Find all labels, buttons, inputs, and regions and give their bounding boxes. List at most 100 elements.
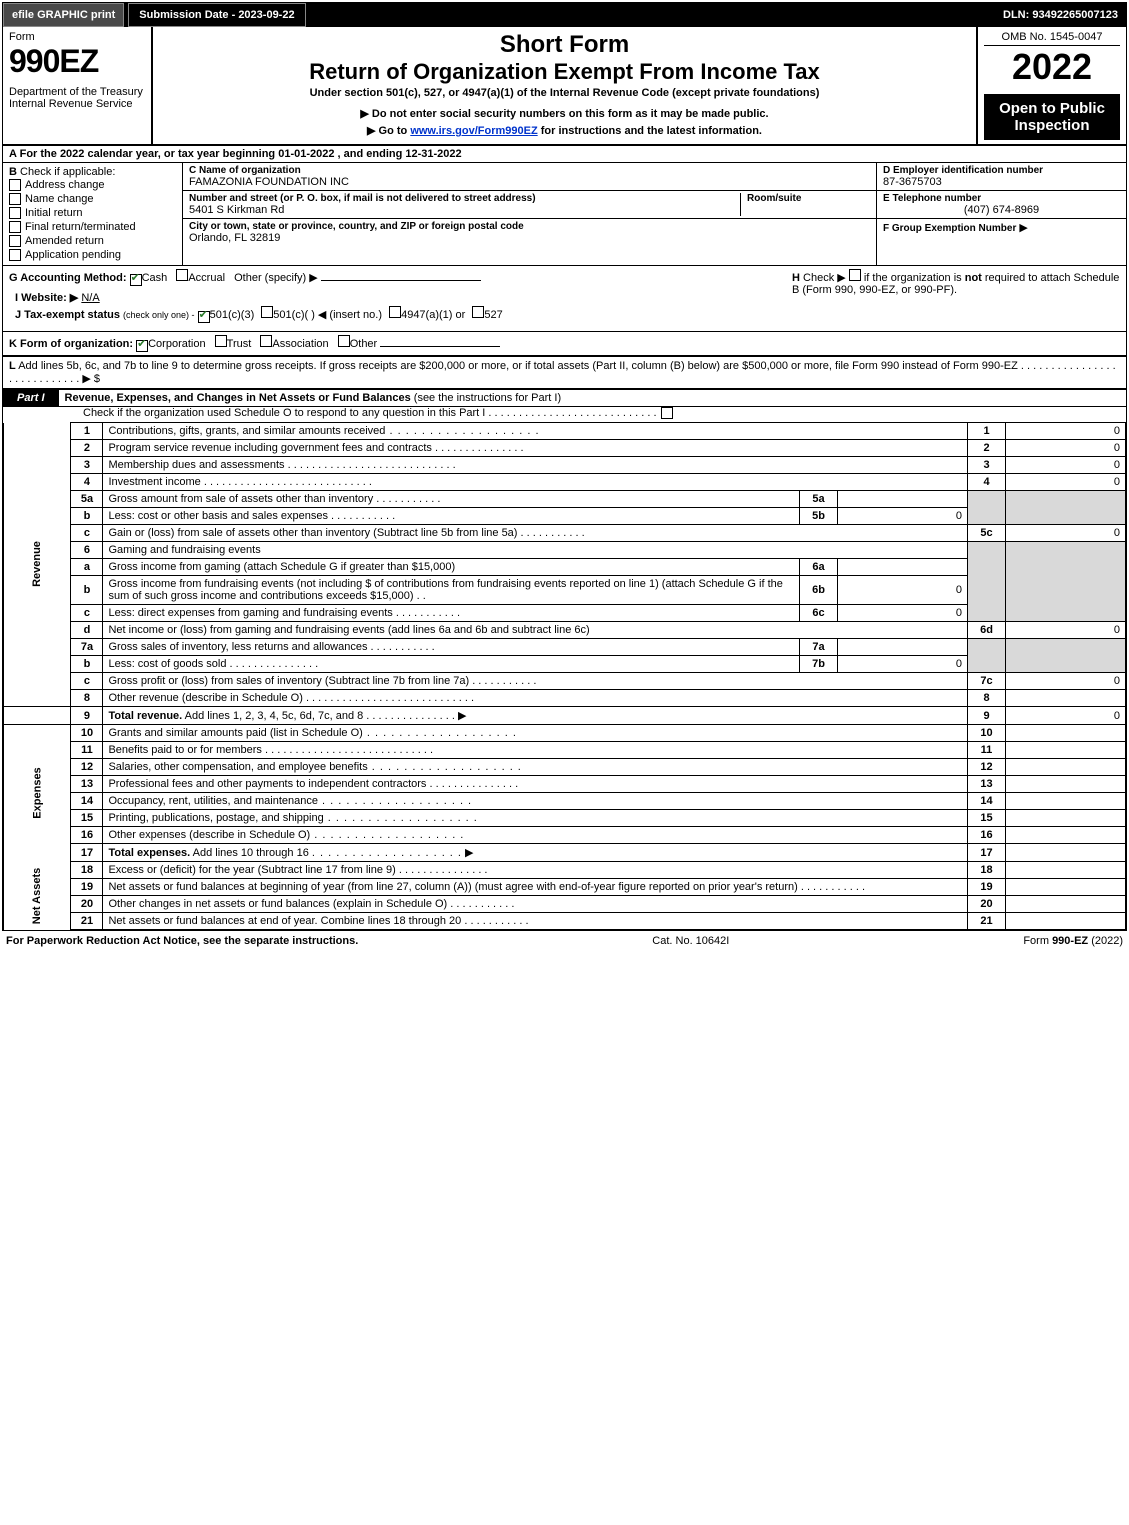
section-l: L Add lines 5b, 6c, and 7b to line 9 to … xyxy=(3,356,1126,388)
checkbox-527[interactable] xyxy=(472,306,484,318)
line-6a-text: Gross income from gaming (attach Schedul… xyxy=(103,559,800,576)
checkbox-other-org[interactable] xyxy=(338,335,350,347)
section-h: H Check ▶ if the organization is not req… xyxy=(786,266,1126,331)
open-to-public: Open to Public Inspection xyxy=(984,94,1120,140)
line-18-amount xyxy=(1006,862,1126,879)
f-arrow-icon: ▶ xyxy=(1019,222,1027,234)
line-5a-inamt xyxy=(838,491,968,508)
line-13-num: 13 xyxy=(71,776,103,793)
line-5a-text: Gross amount from sale of assets other t… xyxy=(103,491,800,508)
line-6c-text: Less: direct expenses from gaming and fu… xyxy=(103,605,800,622)
l-label: L xyxy=(9,360,16,372)
line-14-box: 14 xyxy=(968,793,1006,810)
line-21-box: 21 xyxy=(968,913,1006,930)
line-11-text: Benefits paid to or for members xyxy=(103,742,968,759)
line-21-text: Net assets or fund balances at end of ye… xyxy=(103,913,968,930)
form-number-block: Form 990EZ Department of the Treasury In… xyxy=(3,27,153,144)
l-text: Add lines 5b, 6c, and 7b to line 9 to de… xyxy=(18,360,1018,372)
line-5c-num: c xyxy=(71,525,103,542)
title-center: Short Form Return of Organization Exempt… xyxy=(153,27,976,144)
e-header: E Telephone number xyxy=(883,193,1120,204)
line-8-box: 8 xyxy=(968,690,1006,707)
line-5c-box: 5c xyxy=(968,525,1006,542)
line-9-text: Total revenue. Add lines 1, 2, 3, 4, 5c,… xyxy=(103,707,968,725)
line-20-box: 20 xyxy=(968,896,1006,913)
checkbox-name-change[interactable] xyxy=(9,193,21,205)
line-12-num: 12 xyxy=(71,759,103,776)
checkbox-501c3[interactable] xyxy=(198,311,210,323)
line-19-text: Net assets or fund balances at beginning… xyxy=(103,879,968,896)
line-2-box: 2 xyxy=(968,440,1006,457)
org-street: 5401 S Kirkman Rd xyxy=(189,204,740,216)
label-trust: Trust xyxy=(227,338,252,350)
checkbox-application-pending[interactable] xyxy=(9,249,21,261)
line-6d-text: Net income or (loss) from gaming and fun… xyxy=(103,622,968,639)
line-19-num: 19 xyxy=(71,879,103,896)
checkbox-accrual[interactable] xyxy=(176,269,188,281)
label-corporation: Corporation xyxy=(148,338,205,350)
label-4947: 4947(a)(1) or xyxy=(401,309,465,321)
block-bcdef: B Check if applicable: Address change Na… xyxy=(3,163,1126,266)
label-other-method: Other (specify) ▶ xyxy=(234,272,318,284)
subtitle-section: Under section 501(c), 527, or 4947(a)(1)… xyxy=(159,87,970,99)
line-15-text: Printing, publications, postage, and shi… xyxy=(103,810,968,827)
checkbox-final-return[interactable] xyxy=(9,221,21,233)
line-7a-num: 7a xyxy=(71,639,103,656)
checkbox-4947[interactable] xyxy=(389,306,401,318)
form-container: efile GRAPHIC print Submission Date - 20… xyxy=(2,2,1127,931)
line-6c-num: c xyxy=(71,605,103,622)
checkbox-schedule-o[interactable] xyxy=(661,407,673,419)
checkbox-amended-return[interactable] xyxy=(9,235,21,247)
line-7c-box: 7c xyxy=(968,673,1006,690)
line-6-num: 6 xyxy=(71,542,103,559)
line-21-amount xyxy=(1006,913,1126,930)
line-15-amount xyxy=(1006,810,1126,827)
line-1-amount: 0 xyxy=(1006,423,1126,440)
line-11-amount xyxy=(1006,742,1126,759)
footer: For Paperwork Reduction Act Notice, see … xyxy=(0,933,1129,949)
checkbox-address-change[interactable] xyxy=(9,179,21,191)
c-city-header: City or town, state or province, country… xyxy=(189,221,870,232)
efile-print-button[interactable]: efile GRAPHIC print xyxy=(3,3,124,27)
checkbox-trust[interactable] xyxy=(215,335,227,347)
checkbox-schedule-b[interactable] xyxy=(849,269,861,281)
line-6b-text: Gross income from fundraising events (no… xyxy=(103,576,800,605)
org-name: FAMAZONIA FOUNDATION INC xyxy=(189,176,870,188)
checkbox-association[interactable] xyxy=(260,335,272,347)
line-20-amount xyxy=(1006,896,1126,913)
line-a: A For the 2022 calendar year, or tax yea… xyxy=(3,146,1126,163)
line-11-box: 11 xyxy=(968,742,1006,759)
label-application-pending: Application pending xyxy=(25,249,121,261)
line-9-box: 9 xyxy=(968,707,1006,725)
checkbox-501c[interactable] xyxy=(261,306,273,318)
c-name-header: C Name of organization xyxy=(189,165,870,176)
part-i-sub: Check if the organization used Schedule … xyxy=(3,407,1126,422)
line-20-num: 20 xyxy=(71,896,103,913)
line-6a-num: a xyxy=(71,559,103,576)
line-7b-inbox: 7b xyxy=(800,656,838,673)
label-527: 527 xyxy=(484,309,502,321)
lines-table: Revenue 1 Contributions, gifts, grants, … xyxy=(3,422,1126,930)
line-14-amount xyxy=(1006,793,1126,810)
h-text: if the organization is not required to a… xyxy=(792,272,1119,296)
checkbox-cash[interactable] xyxy=(130,274,142,286)
line-20-text: Other changes in net assets or fund bala… xyxy=(103,896,968,913)
line-3-amount: 0 xyxy=(1006,457,1126,474)
line-15-box: 15 xyxy=(968,810,1006,827)
line-3-box: 3 xyxy=(968,457,1006,474)
line-5b-inamt: 0 xyxy=(838,508,968,525)
checkbox-corporation[interactable] xyxy=(136,340,148,352)
line-6c-inamt: 0 xyxy=(838,605,968,622)
line-11-num: 11 xyxy=(71,742,103,759)
line-10-num: 10 xyxy=(71,725,103,742)
checkbox-initial-return[interactable] xyxy=(9,207,21,219)
label-accrual: Accrual xyxy=(188,272,225,284)
footer-left: For Paperwork Reduction Act Notice, see … xyxy=(6,935,358,947)
line-7a-inamt xyxy=(838,639,968,656)
line-a-text: For the 2022 calendar year, or tax year … xyxy=(20,148,462,160)
side-net-assets: Net Assets xyxy=(4,862,71,930)
line-7a-text: Gross sales of inventory, less returns a… xyxy=(103,639,800,656)
instructions-link[interactable]: www.irs.gov/Form990EZ xyxy=(410,125,537,137)
line-13-box: 13 xyxy=(968,776,1006,793)
dln-label: DLN: 93492265007123 xyxy=(995,6,1126,24)
